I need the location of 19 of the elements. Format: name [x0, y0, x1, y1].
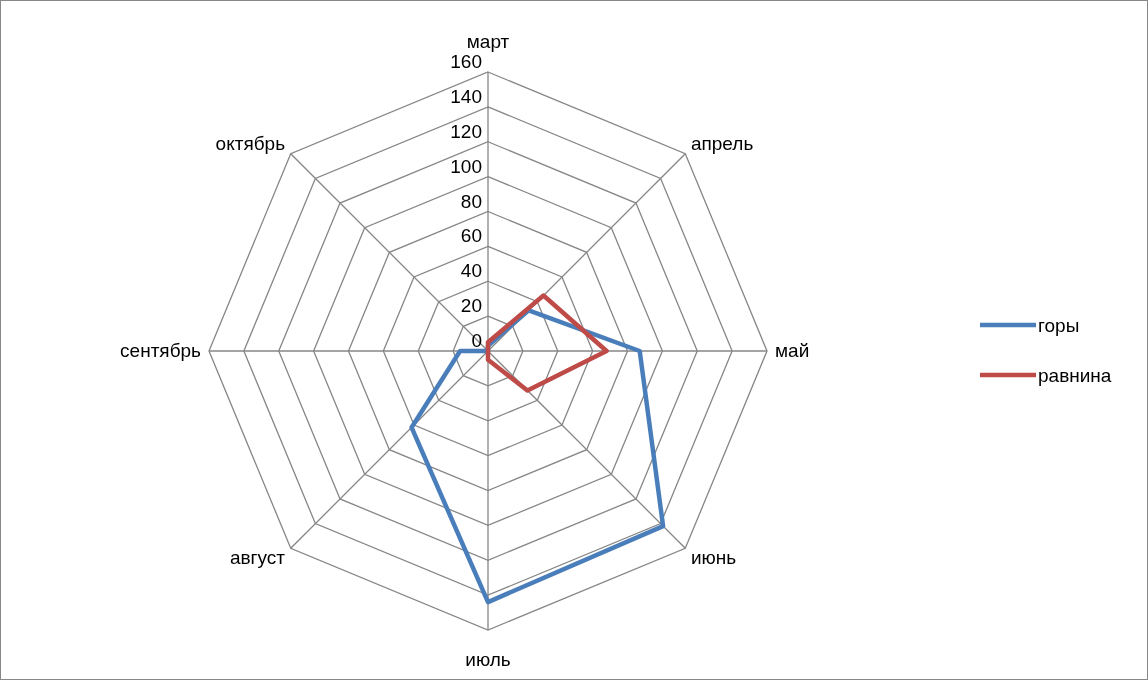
y-tick-label: 160 — [450, 51, 482, 72]
legend-label: горы — [1038, 315, 1080, 336]
y-tick-label: 120 — [450, 120, 482, 142]
spoke-label: июль — [465, 649, 511, 670]
y-tick-label: 0 — [471, 330, 482, 351]
spoke-label: май — [775, 340, 810, 361]
spoke-label: сентябрь — [120, 340, 202, 361]
y-tick-label: 80 — [460, 190, 482, 212]
spoke-label: октябрь — [215, 132, 286, 154]
legend-label: равнина — [1038, 365, 1112, 386]
y-tick-label: 100 — [450, 155, 482, 177]
y-tick-label: 60 — [460, 225, 482, 247]
y-tick-label: 40 — [460, 260, 482, 282]
y-tick-label: 20 — [460, 295, 482, 317]
spoke-label: август — [229, 547, 286, 569]
spoke-label: апрель — [690, 132, 754, 154]
spoke-label: март — [466, 31, 510, 52]
y-tick-label: 140 — [450, 85, 482, 107]
spoke-label: июнь — [690, 547, 737, 569]
